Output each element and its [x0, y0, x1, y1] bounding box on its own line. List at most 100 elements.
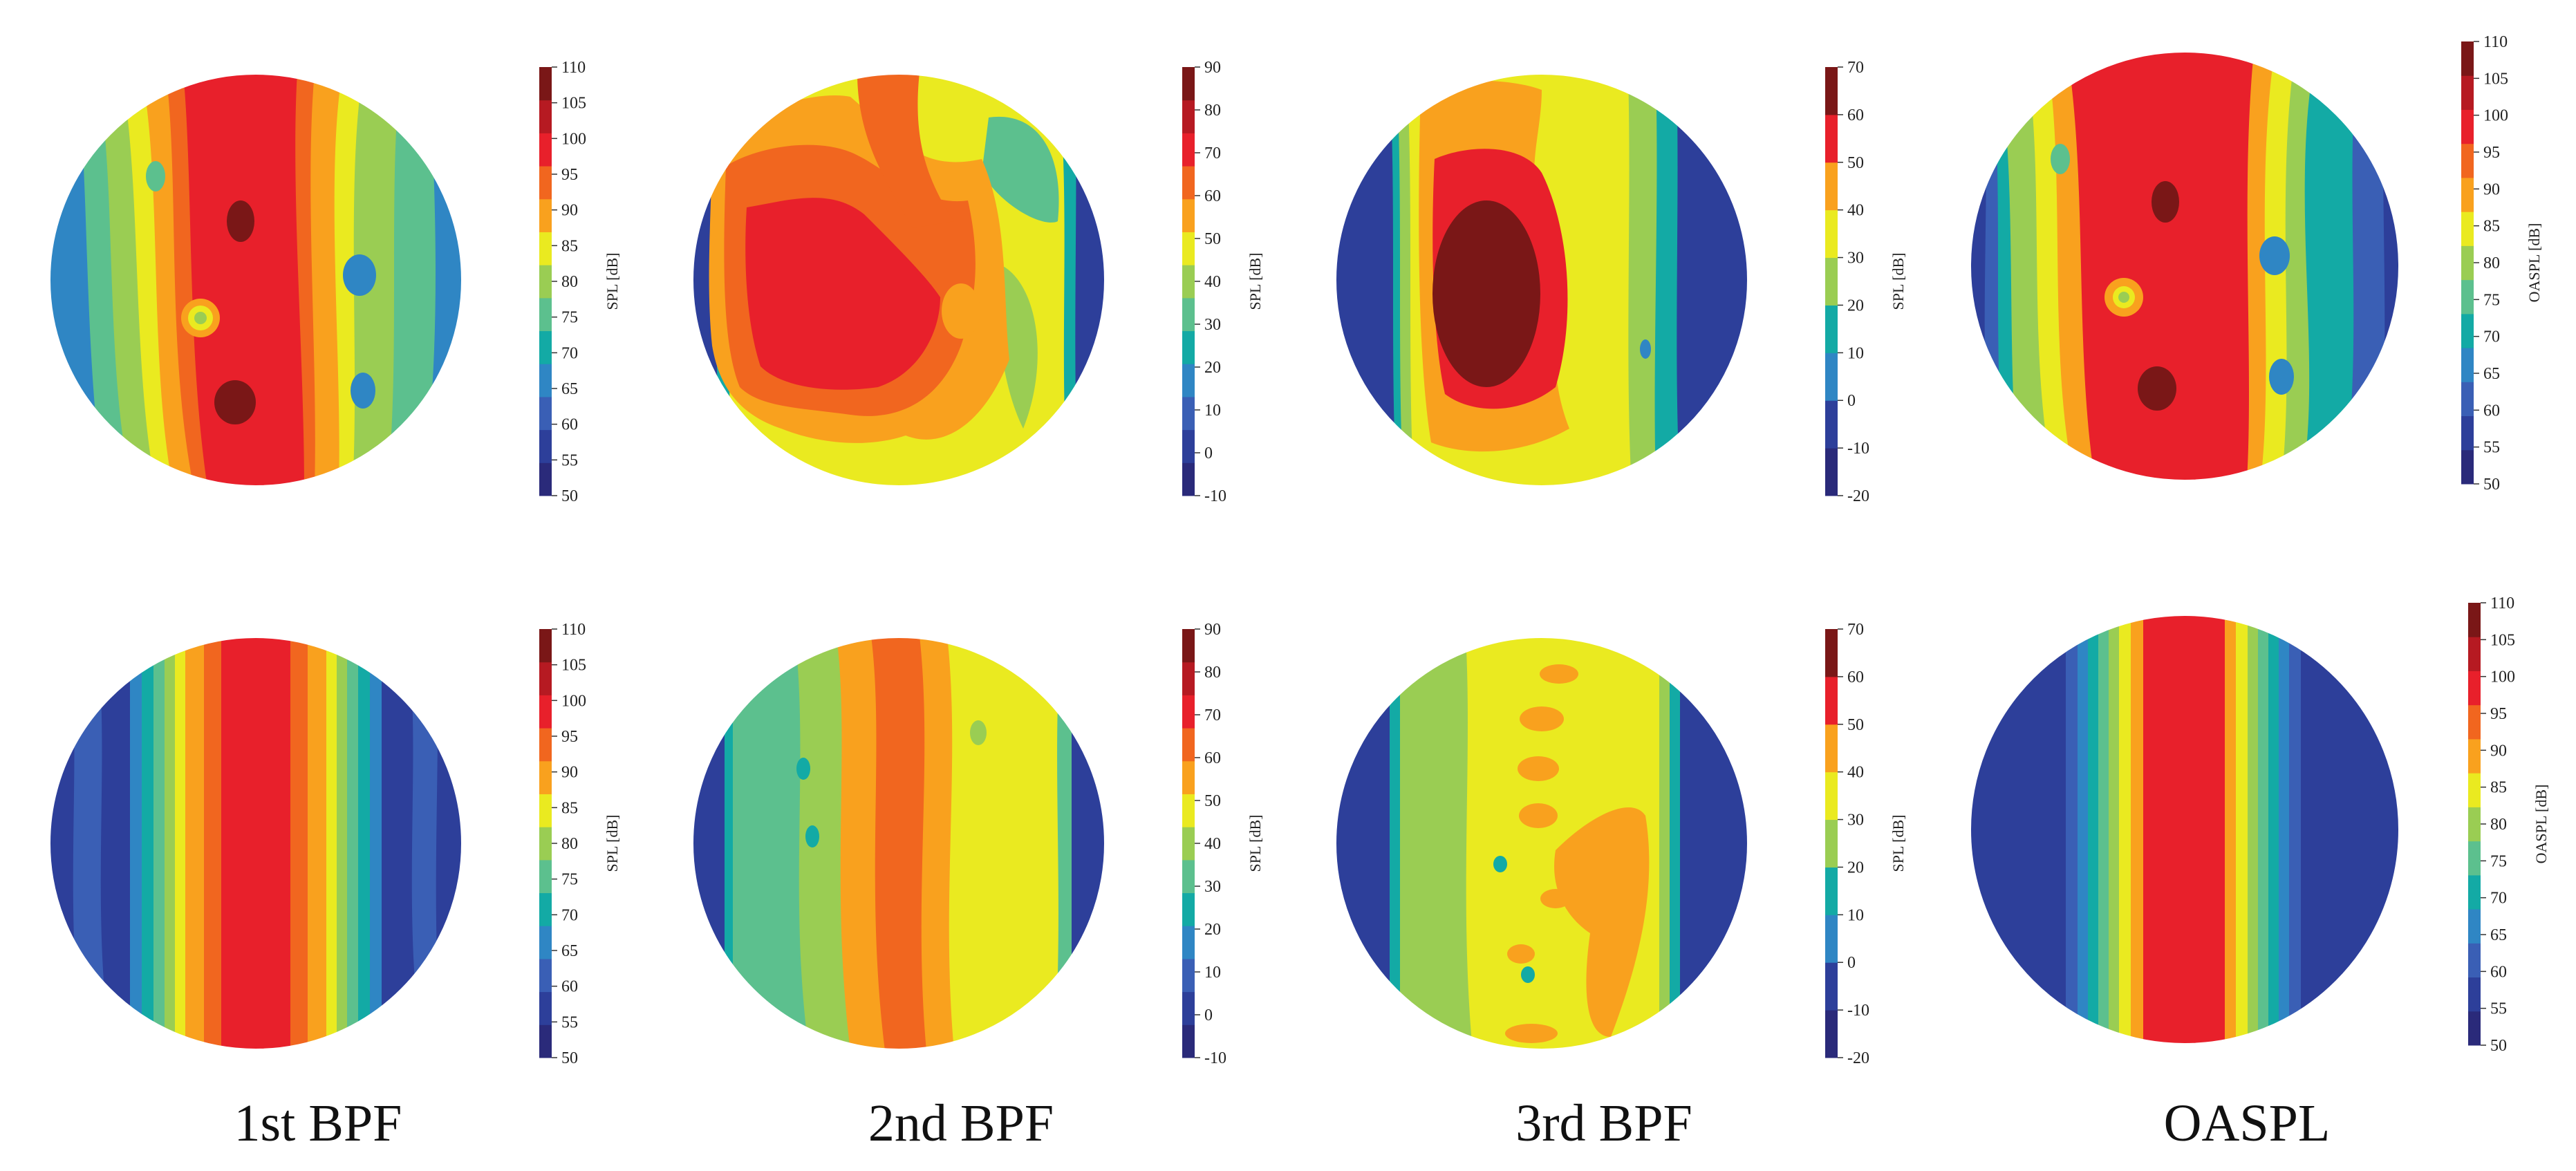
colorbar-1st-bpf-bottom: 110 105 100 95 90 85 80 75 70 65 60 55 50 SPL [dB] [539, 621, 621, 1067]
colorbar-tick-label: 60 [1847, 106, 1864, 124]
colorbar-segment [1182, 297, 1195, 332]
colorbar-segment [1825, 962, 1838, 1011]
colorbar-tick-label: 70 [2490, 890, 2507, 908]
colorbar-tick-label: 80 [2483, 254, 2500, 272]
colorbar-tick-label: 30 [1204, 878, 1221, 896]
colorbar-2nd-bpf-top: 90 80 70 60 50 40 30 20 10 0 -10 SPL [dB] [1182, 59, 1264, 505]
colorbar-tick-label: 90 [2483, 180, 2500, 198]
colorbar-tick-label: 60 [1847, 668, 1864, 686]
colorbar-tick-label: 90 [561, 202, 578, 220]
colorbar-1st-bpf-top: 110 105 100 95 90 85 80 75 70 65 60 55 50 SPL [dB] [539, 59, 621, 505]
colorbar-segment [539, 629, 552, 663]
colorbar-tick-label: 10 [1847, 344, 1864, 362]
colorbar-tick-label: 55 [561, 1013, 578, 1031]
colorbar-tick-label: -20 [1847, 1049, 1869, 1067]
colorbar-tick-label: 105 [2483, 70, 2508, 88]
colorbar-tick-label: 0 [1847, 392, 1856, 410]
colorbar-axis-label: SPL [dB] [1889, 253, 1907, 310]
colorbar-segment [539, 1024, 552, 1058]
colorbar-tick-label: 60 [1204, 187, 1221, 205]
colorbar-segment [539, 728, 552, 762]
colorbar-segment [1825, 305, 1838, 353]
colorbar-tick-label: 0 [1204, 444, 1213, 462]
colorbar-segment [1182, 760, 1195, 794]
colorbar-segment [1182, 429, 1195, 463]
colorbar-tick-label: 20 [1204, 921, 1221, 939]
colorbar-tick-label: 40 [1847, 764, 1864, 782]
colorbar-segment [1182, 100, 1195, 133]
caption-1st-bpf: 1st BPF [234, 1094, 402, 1152]
colorbar-tick-label: 50 [561, 1049, 578, 1067]
colorbar-segment [1825, 629, 1838, 677]
colorbar-tick-label: 40 [1204, 273, 1221, 291]
colorbar-segment [1825, 162, 1838, 211]
colorbar-segment [2461, 449, 2474, 485]
colorbar-tick-label: 10 [1204, 402, 1221, 420]
colorbar-segment [539, 859, 552, 894]
colorbar-tick-label: 110 [561, 621, 586, 639]
colorbar-tick-label: 50 [561, 487, 578, 505]
colorbar-segment [539, 794, 552, 827]
colorbar-segment [2461, 75, 2474, 110]
colorbar-tick-label: 60 [2483, 402, 2500, 420]
colorbar-tick-label: 65 [2483, 365, 2500, 383]
colorbar-segment [1825, 67, 1838, 115]
colorbar-axis-label: SPL [dB] [1247, 815, 1264, 872]
colorbar-tick-label: 90 [561, 764, 578, 782]
colorbar-tick-label: 55 [2490, 1000, 2507, 1018]
colorbar-segment [539, 198, 552, 232]
colorbar-segment [1182, 232, 1195, 265]
colorbar-tick-label: 70 [1847, 59, 1864, 77]
colorbar-oaspl-bottom: 110 105 100 95 90 85 80 75 70 65 60 55 50 OASPL [dB] [2468, 594, 2550, 1055]
colorbar-tick-label: 90 [1204, 59, 1221, 77]
colorbar-tick-label: 0 [1204, 1006, 1213, 1024]
colorbar-tick-label: 75 [2483, 291, 2500, 309]
colorbar-segment [1825, 114, 1838, 163]
heatmap-3rd-bpf-bottom [1336, 637, 1748, 1049]
colorbar-segment [2468, 943, 2481, 978]
colorbar-segment [539, 695, 552, 729]
colorbar-tick-label: -10 [1204, 1049, 1226, 1067]
colorbar-segment [2461, 382, 2474, 417]
colorbar-segment [2461, 41, 2474, 76]
caption-oaspl: OASPL [2164, 1094, 2331, 1152]
colorbar-segment [539, 760, 552, 794]
colorbar-segment [1182, 67, 1195, 101]
colorbar-tick-label: 80 [1204, 664, 1221, 682]
colorbar-tick-label: 110 [2490, 594, 2514, 612]
colorbar-segment [1182, 794, 1195, 827]
colorbar-segment [539, 265, 552, 299]
colorbar-tick-label: 80 [561, 273, 578, 291]
colorbar-tick-label: 65 [2490, 926, 2507, 944]
colorbar-segment [1182, 859, 1195, 894]
colorbar-tick-label: 20 [1847, 859, 1864, 877]
colorbar-segment [2468, 1011, 2481, 1046]
colorbar-segment [1825, 771, 1838, 821]
colorbar-segment [1182, 198, 1195, 232]
colorbar-segment [2461, 415, 2474, 451]
colorbar-tick-label: 40 [1204, 835, 1221, 853]
colorbar-segment [539, 991, 552, 1025]
colorbar-segment [2461, 348, 2474, 382]
colorbar-segment [1825, 353, 1838, 401]
colorbar-tick-label: 40 [1847, 202, 1864, 220]
colorbar-segment [1182, 265, 1195, 299]
colorbar-segment [1182, 133, 1195, 167]
heatmap-1st-bpf-bottom [50, 637, 462, 1049]
colorbar-3rd-bpf-top: 70 60 50 40 30 20 10 0 -10 -20 SPL [dB] [1825, 59, 1907, 505]
colorbar-segment [1182, 462, 1195, 496]
colorbar-segment [2468, 738, 2481, 774]
colorbar-segment [539, 297, 552, 332]
colorbar-tick-label: 50 [1847, 716, 1864, 734]
colorbar-segment [1825, 1010, 1838, 1058]
colorbar-tick-label: 70 [2483, 328, 2500, 346]
colorbar-segment [539, 827, 552, 861]
colorbar-tick-label: 110 [2483, 33, 2508, 51]
colorbar-tick-label: 80 [1204, 102, 1221, 120]
colorbar-segment [1182, 892, 1195, 926]
heatmap-3rd-bpf-top [1336, 74, 1748, 486]
colorbar-tick-label: 85 [561, 799, 578, 817]
colorbar-segment [539, 67, 552, 101]
colorbar-3rd-bpf-bottom: 70 60 50 40 30 20 10 0 -10 -20 SPL [dB] [1825, 621, 1907, 1067]
colorbar-segment [2468, 874, 2481, 910]
